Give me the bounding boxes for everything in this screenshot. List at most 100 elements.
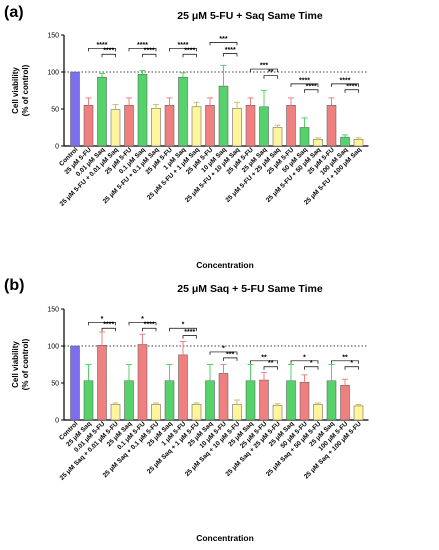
bar (245, 105, 256, 147)
bar (286, 380, 296, 421)
bar (178, 354, 188, 421)
x-axis-title: Concentration (196, 533, 254, 543)
significance-bracket (101, 53, 116, 58)
significance-label: * (350, 360, 353, 367)
panel-letter: (b) (4, 277, 24, 294)
bar (245, 380, 256, 421)
significance-label: * (141, 316, 144, 323)
y-axis-label-line: Cell viability (11, 341, 20, 388)
bar (353, 405, 364, 421)
significance-bracket (263, 366, 278, 370)
significance-bracket (142, 53, 157, 58)
bar (151, 108, 161, 147)
bar (205, 105, 215, 147)
chart-title: 25 μM Saq + 5-FU Same Time (177, 283, 323, 295)
significance-label: **** (97, 42, 108, 49)
bar (218, 373, 229, 421)
significance-bracket (344, 89, 359, 93)
significance-bracket (169, 47, 197, 52)
bar (97, 76, 107, 147)
significance-bracket (290, 83, 319, 87)
significance-bracket (223, 357, 238, 361)
y-tick-label: 100 (47, 70, 59, 77)
y-tick-label: 150 (47, 33, 59, 40)
bar (313, 139, 323, 147)
significance-label: ** (268, 360, 274, 367)
significance-label: **** (178, 42, 189, 49)
bar (151, 404, 161, 421)
significance-bracket (290, 360, 319, 364)
x-axis-title: Concentration (196, 260, 254, 270)
significance-label: **** (184, 48, 195, 55)
significance-label: **** (144, 322, 155, 329)
bar (340, 136, 350, 147)
bar (232, 404, 242, 421)
bar (272, 127, 283, 147)
y-tick-label: 150 (47, 307, 59, 314)
significance-label: *** (219, 36, 227, 43)
bar (340, 384, 350, 421)
significance-label: **** (137, 42, 148, 49)
significance-label: ** (261, 354, 267, 361)
bar (326, 105, 337, 147)
chart-panel-a: (a) 25 μM 5-FU + Saq Same Time Cell viabil… (4, 4, 369, 270)
significance-bracket (88, 47, 116, 52)
significance-label: * (101, 316, 104, 323)
bar (232, 108, 242, 147)
y-axis-label: Cell viability(% of control) (11, 338, 30, 390)
bar (70, 71, 80, 147)
significance-bracket (128, 47, 157, 52)
bar (313, 404, 323, 421)
bar (164, 380, 175, 421)
bar (272, 404, 283, 421)
bar (83, 380, 94, 421)
y-tick-label: 0 (55, 144, 59, 151)
bar (110, 109, 121, 147)
y-axis-label-line: (% of control) (21, 338, 30, 390)
bar (299, 382, 310, 421)
bar (218, 85, 229, 147)
bar (70, 345, 80, 421)
bar (178, 76, 188, 147)
significance-bracket (182, 53, 197, 58)
y-tick-label: 50 (51, 381, 59, 388)
significance-label: * (182, 322, 185, 329)
significance-label: **** (346, 83, 357, 90)
panel-letter: (a) (4, 4, 24, 21)
bar (110, 404, 121, 421)
bar (191, 404, 202, 421)
bar (83, 105, 94, 147)
significance-label: **** (184, 329, 195, 336)
bar (124, 380, 134, 421)
significance-bracket (331, 360, 359, 364)
bar (124, 105, 134, 147)
significance-label: **** (103, 48, 114, 55)
significance-label: * (222, 345, 225, 352)
bar (353, 139, 364, 147)
significance-label: **** (144, 48, 155, 55)
significance-bracket (223, 53, 238, 57)
significance-bracket (182, 335, 197, 339)
significance-label: ** (268, 69, 274, 76)
chart-panel-b: (b) 25 μM Saq + 5-FU Same Time Cell viabil… (4, 277, 369, 543)
significance-label: *** (226, 351, 234, 358)
y-tick-label: 100 (47, 344, 59, 351)
bar (97, 345, 107, 421)
bar (326, 380, 337, 421)
significance-bracket (250, 360, 278, 364)
significance-bracket (331, 83, 359, 87)
significance-bracket (169, 327, 197, 332)
significance-bracket (250, 68, 278, 73)
bar (299, 127, 310, 147)
y-axis-label-line: Cell viability (11, 67, 20, 114)
bar (259, 106, 269, 147)
bar (191, 106, 202, 147)
significance-bracket (209, 42, 238, 46)
significance-label: *** (260, 63, 268, 70)
significance-label: ** (342, 354, 348, 361)
y-axis-label: Cell viability(% of control) (11, 64, 30, 116)
y-tick-label: 50 (51, 107, 59, 114)
significance-bracket (344, 366, 359, 370)
y-axis-label-line: (% of control) (21, 64, 30, 116)
